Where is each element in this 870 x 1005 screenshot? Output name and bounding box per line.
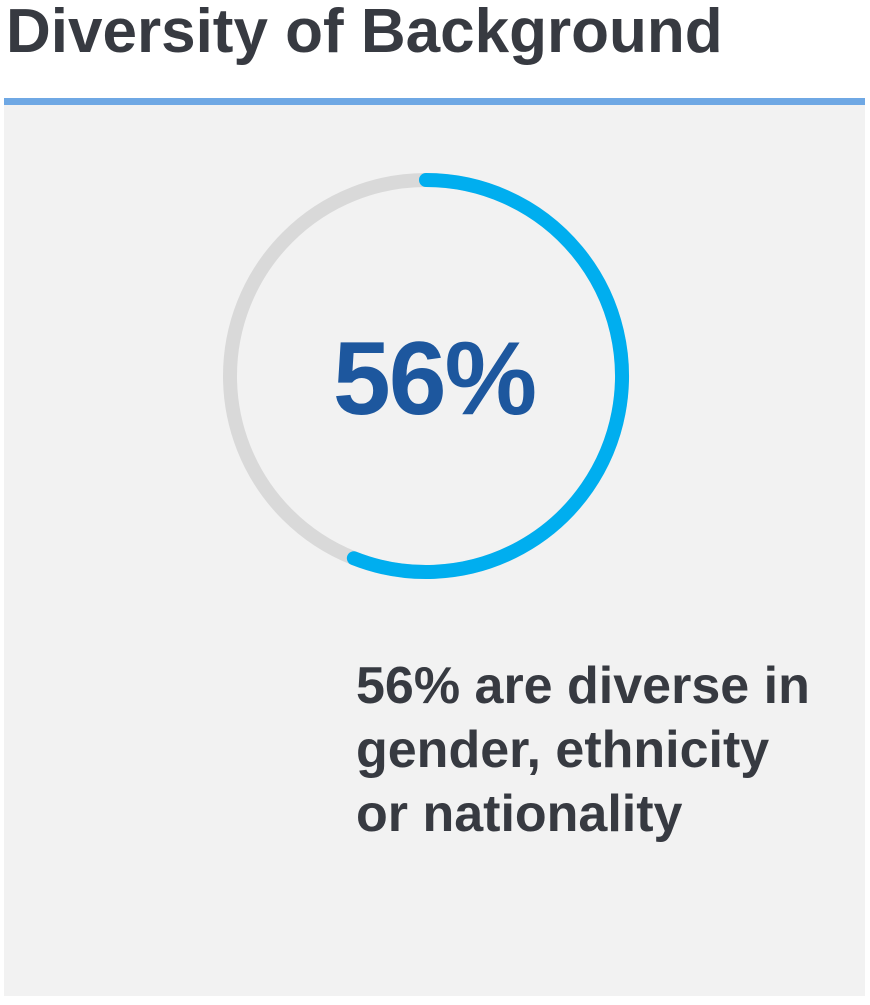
percent-value: 56%: [332, 320, 537, 437]
progress-ring-fill: [346, 173, 629, 579]
stat-caption: 56% are diverse in gender, ethnicity or …: [356, 657, 810, 843]
page-title: Diversity of Background: [6, 0, 723, 66]
progress-ring: [216, 166, 636, 586]
title-divider: [4, 98, 865, 105]
progress-ring-chart: [223, 173, 629, 579]
stat-panel: [4, 105, 865, 996]
